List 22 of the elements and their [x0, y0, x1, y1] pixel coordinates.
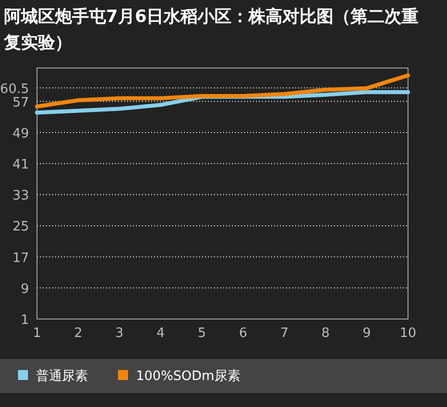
chart-title: 阿城区炮手屯7月6日水稻小区：株高对比图（第二次重复实验） — [3, 7, 419, 53]
x-tick-label: 4 — [156, 326, 165, 341]
y-tick-label: 17 — [12, 250, 29, 266]
x-tick-label: 5 — [198, 326, 206, 341]
y-tick-label: 57 — [12, 95, 29, 110]
x-tick-label: 8 — [321, 326, 330, 341]
y-tick-label: 33 — [12, 188, 29, 204]
x-tick-label: 2 — [74, 326, 82, 341]
y-tick-label: 25 — [12, 220, 29, 235]
legend-label: 普通尿素 — [36, 368, 88, 384]
x-tick-label: 10 — [400, 326, 416, 341]
x-tick-label: 1 — [32, 326, 42, 341]
x-tick-label: 7 — [280, 326, 288, 341]
y-tick-label: 49 — [12, 126, 29, 142]
x-tick-label: 6 — [238, 326, 248, 341]
x-tick-label: 3 — [115, 326, 124, 341]
y-tick-label: 60.5 — [0, 82, 29, 97]
y-tick-label: 1 — [20, 313, 29, 328]
legend-label: 100%SODm尿素 — [136, 369, 240, 384]
y-tick-label: 9 — [20, 282, 29, 297]
y-tick-label: 41 — [12, 158, 29, 173]
x-tick-label: 9 — [362, 326, 371, 341]
